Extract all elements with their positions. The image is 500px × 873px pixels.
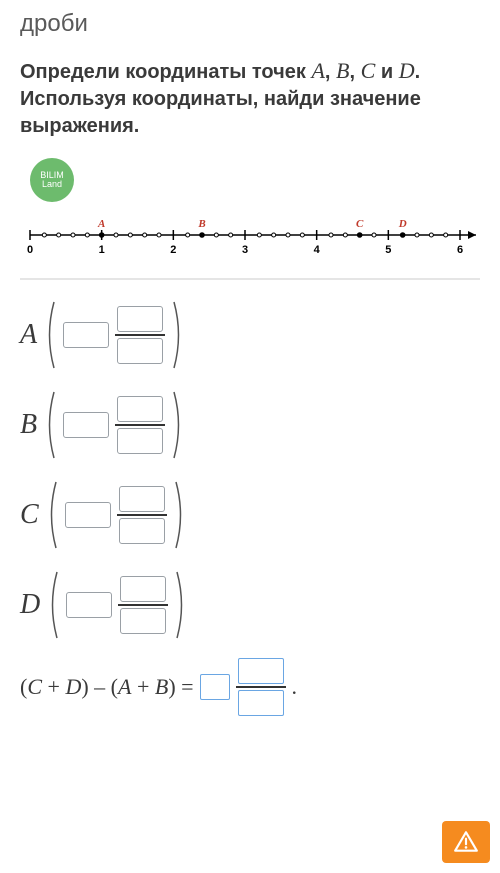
svg-text:0: 0 bbox=[27, 244, 33, 256]
prompt-C: C bbox=[361, 58, 376, 83]
frac-C bbox=[117, 486, 167, 544]
numerator-input-C[interactable] bbox=[119, 486, 165, 512]
denominator-input-B[interactable] bbox=[117, 428, 163, 454]
denominator-input-A[interactable] bbox=[117, 338, 163, 364]
eB: B bbox=[155, 674, 168, 699]
answer-letter-D: D bbox=[20, 589, 40, 621]
prompt-text: Определи координаты точек A, B, C и D. И… bbox=[20, 56, 480, 140]
numerator-input-D[interactable] bbox=[120, 576, 166, 602]
frac-line-D bbox=[118, 604, 168, 606]
answers-block: A B C D bbox=[20, 300, 480, 640]
number-line-figure: BILIM Land 0 1 2 3 4 5 6 A B C D bbox=[20, 158, 480, 258]
prompt-c1: , bbox=[325, 61, 336, 83]
numerator-input-B[interactable] bbox=[117, 396, 163, 422]
answer-letter-C: C bbox=[20, 499, 39, 531]
frac-line-A bbox=[115, 334, 165, 336]
prompt-p2: и bbox=[375, 61, 398, 83]
plus1: + bbox=[42, 674, 65, 699]
left-paren bbox=[43, 390, 57, 460]
mixed-D bbox=[66, 576, 168, 634]
mixed-B bbox=[63, 396, 165, 454]
answer-letter-B: B bbox=[20, 409, 37, 441]
result-whole-input[interactable] bbox=[200, 674, 230, 700]
plus2: + bbox=[131, 674, 154, 699]
svg-text:1: 1 bbox=[99, 244, 105, 256]
result-denominator-input[interactable] bbox=[238, 690, 284, 716]
rp1: ) – ( bbox=[81, 674, 118, 699]
svg-text:2: 2 bbox=[170, 244, 176, 256]
eA: A bbox=[118, 674, 131, 699]
prompt-p1: Определи координаты точек bbox=[20, 61, 311, 83]
frac-D bbox=[118, 576, 168, 634]
svg-text:3: 3 bbox=[242, 244, 248, 256]
prompt-c2: , bbox=[349, 61, 360, 83]
expr-left: (C + D) – (A + B) = bbox=[20, 674, 194, 700]
prompt-D: D bbox=[399, 58, 415, 83]
expression-row: (C + D) – (A + B) = . bbox=[20, 658, 480, 716]
prompt-B: B bbox=[336, 58, 349, 83]
left-paren bbox=[43, 300, 57, 370]
eD: D bbox=[65, 674, 81, 699]
whole-input-D[interactable] bbox=[66, 592, 112, 618]
mixed-A bbox=[63, 306, 165, 364]
svg-text:B: B bbox=[197, 218, 205, 230]
svg-text:A: A bbox=[97, 218, 105, 230]
rp2: ) = bbox=[168, 674, 193, 699]
right-paren bbox=[171, 390, 185, 460]
answer-row-B: B bbox=[20, 390, 480, 460]
number-line-svg: 0 1 2 3 4 5 6 A B C D bbox=[20, 213, 480, 258]
svg-text:4: 4 bbox=[314, 244, 321, 256]
prompt-A: A bbox=[311, 58, 324, 83]
breadcrumb-title: дроби bbox=[20, 10, 480, 38]
svg-text:5: 5 bbox=[385, 244, 391, 256]
result-numerator-input[interactable] bbox=[238, 658, 284, 684]
right-paren bbox=[174, 570, 188, 640]
bilim-land-logo: BILIM Land bbox=[30, 158, 74, 202]
report-problem-button[interactable] bbox=[442, 821, 490, 863]
logo-text: BILIM Land bbox=[30, 171, 74, 190]
warning-triangle-icon bbox=[453, 829, 479, 855]
divider bbox=[20, 278, 480, 280]
left-paren bbox=[46, 570, 60, 640]
answer-row-A: A bbox=[20, 300, 480, 370]
frac-line-C bbox=[117, 514, 167, 516]
answer-letter-A: A bbox=[20, 319, 37, 351]
result-frac-line bbox=[236, 686, 286, 688]
left-paren bbox=[45, 480, 59, 550]
svg-text:6: 6 bbox=[457, 244, 463, 256]
right-paren bbox=[171, 300, 185, 370]
denominator-input-D[interactable] bbox=[120, 608, 166, 634]
result-fraction bbox=[236, 658, 286, 716]
whole-input-B[interactable] bbox=[63, 412, 109, 438]
frac-A bbox=[115, 306, 165, 364]
denominator-input-C[interactable] bbox=[119, 518, 165, 544]
answer-row-D: D bbox=[20, 570, 480, 640]
whole-input-C[interactable] bbox=[65, 502, 111, 528]
frac-line-B bbox=[115, 424, 165, 426]
whole-input-A[interactable] bbox=[63, 322, 109, 348]
numerator-input-A[interactable] bbox=[117, 306, 163, 332]
svg-text:D: D bbox=[398, 218, 407, 230]
mixed-C bbox=[65, 486, 167, 544]
expr-period: . bbox=[292, 674, 298, 700]
right-paren bbox=[173, 480, 187, 550]
eC: C bbox=[27, 674, 42, 699]
frac-B bbox=[115, 396, 165, 454]
answer-row-C: C bbox=[20, 480, 480, 550]
svg-text:C: C bbox=[356, 218, 364, 230]
